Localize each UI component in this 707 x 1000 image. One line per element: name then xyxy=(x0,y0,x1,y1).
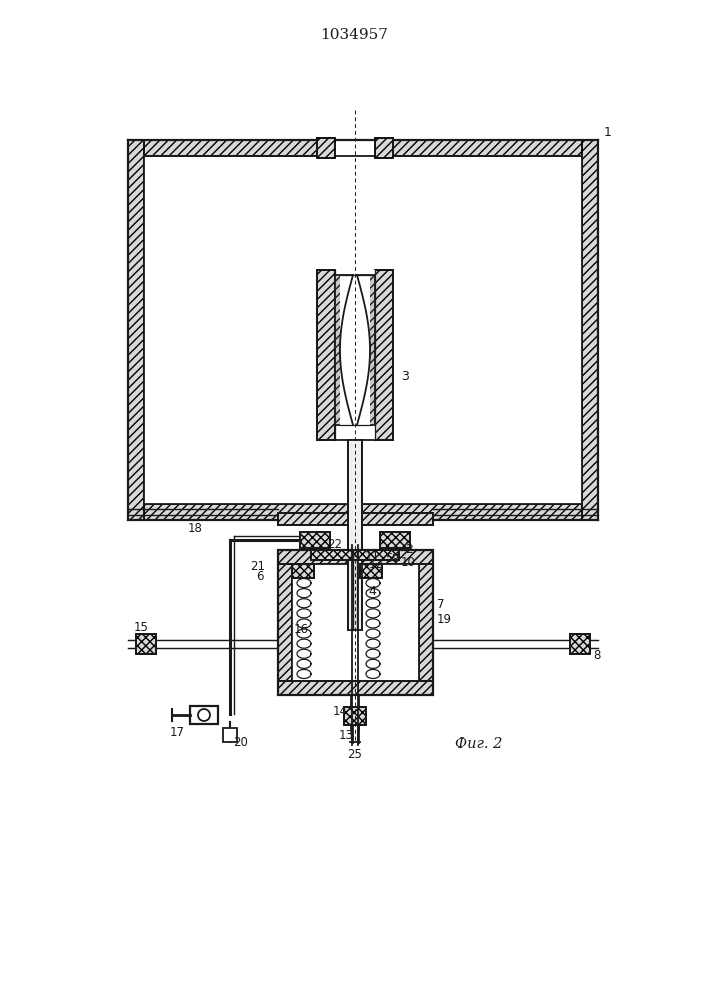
Bar xyxy=(190,706,218,724)
Text: 15: 15 xyxy=(134,621,149,634)
Bar xyxy=(136,634,156,654)
Text: 12: 12 xyxy=(369,558,384,571)
Text: 9: 9 xyxy=(391,552,399,565)
Bar xyxy=(292,564,314,578)
Text: 1: 1 xyxy=(604,126,612,139)
Bar xyxy=(144,156,582,504)
Bar xyxy=(278,564,292,681)
Text: 7: 7 xyxy=(437,598,445,611)
Bar xyxy=(300,532,330,548)
Bar xyxy=(419,564,433,681)
Text: 8: 8 xyxy=(593,649,600,662)
Text: 22: 22 xyxy=(327,538,342,551)
Text: Фиг. 2: Фиг. 2 xyxy=(455,737,503,751)
Text: 17: 17 xyxy=(170,726,185,739)
Text: 1034957: 1034957 xyxy=(320,28,388,42)
Text: 5: 5 xyxy=(385,552,392,565)
Bar xyxy=(300,532,330,548)
Bar xyxy=(380,532,410,548)
Text: 3: 3 xyxy=(401,370,409,383)
Polygon shape xyxy=(357,275,375,425)
Bar xyxy=(375,270,393,440)
Bar xyxy=(223,728,237,742)
Bar xyxy=(278,550,433,695)
Text: 10: 10 xyxy=(401,556,416,569)
Bar xyxy=(136,634,156,654)
Bar xyxy=(278,681,433,695)
Bar xyxy=(311,550,399,560)
Bar xyxy=(278,681,433,695)
Bar xyxy=(375,138,393,158)
Text: 13: 13 xyxy=(339,729,354,742)
Bar xyxy=(317,138,393,156)
Text: 4: 4 xyxy=(368,585,376,598)
Text: 16: 16 xyxy=(294,623,309,636)
Bar xyxy=(128,504,598,520)
Bar xyxy=(292,564,419,681)
Bar xyxy=(292,564,314,578)
Text: 2: 2 xyxy=(405,543,413,556)
Bar xyxy=(278,550,433,564)
Bar xyxy=(317,270,335,440)
Bar xyxy=(317,138,335,158)
Text: 6: 6 xyxy=(256,570,264,583)
Bar xyxy=(380,532,410,548)
Text: 20: 20 xyxy=(233,736,248,749)
Bar xyxy=(348,440,362,630)
Bar xyxy=(311,550,399,560)
Bar xyxy=(340,275,370,425)
Bar xyxy=(570,634,590,654)
Bar xyxy=(128,140,144,520)
Text: 14: 14 xyxy=(333,705,348,718)
Bar xyxy=(570,634,590,654)
Bar xyxy=(335,270,375,440)
Bar xyxy=(344,707,366,725)
Text: 18: 18 xyxy=(188,522,203,535)
Text: 21: 21 xyxy=(250,560,265,573)
Bar xyxy=(582,140,598,520)
Bar xyxy=(344,707,366,725)
Text: 11: 11 xyxy=(365,550,380,563)
Bar xyxy=(360,564,382,578)
Bar xyxy=(278,513,433,525)
Bar xyxy=(360,564,382,578)
Text: 25: 25 xyxy=(347,748,362,761)
Text: 19: 19 xyxy=(437,613,452,626)
Bar xyxy=(278,550,433,564)
Polygon shape xyxy=(335,275,353,425)
Bar xyxy=(278,513,433,525)
Bar xyxy=(128,140,598,156)
